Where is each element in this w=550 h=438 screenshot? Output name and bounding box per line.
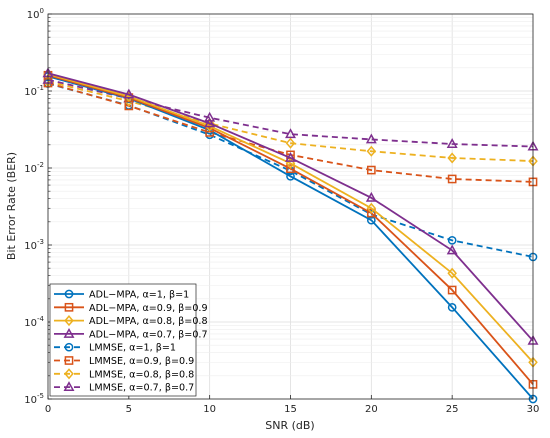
y-tick-base: 10 (24, 241, 37, 252)
y-tick-label: 100 (27, 7, 44, 21)
series-line (47, 72, 534, 342)
legend-label: ADL−MPA, α=0.7, β=0.7 (89, 329, 208, 340)
data-point (446, 244, 458, 255)
x-tick-label: 30 (527, 404, 540, 415)
x-tick-label: 0 (45, 404, 51, 415)
y-tick-exponent: 0 (40, 7, 44, 15)
data-point (447, 267, 457, 279)
y-tick-base: 10 (24, 87, 37, 98)
data-point (286, 164, 295, 174)
legend-marker (63, 381, 75, 392)
legend-label: ADL−MPA, α=0.8, β=0.8 (89, 316, 208, 327)
legend-label: LMMSE, α=1, β=1 (89, 343, 176, 354)
legend-marker (64, 302, 74, 312)
legend-box (49, 283, 197, 397)
y-tick-base: 10 (24, 395, 37, 406)
x-axis-label: SNR (dB) (265, 419, 314, 432)
legend-entry: ADL−MPA, α=0.7, β=0.7 (54, 327, 208, 340)
legend-marker (64, 315, 74, 327)
legend-marker (64, 356, 74, 365)
y-tick-base: 10 (24, 318, 37, 329)
data-point (447, 302, 457, 312)
legend-label: LMMSE, α=0.7, β=0.7 (89, 383, 194, 394)
data-point (285, 137, 296, 149)
data-point (204, 117, 216, 128)
x-tick-label: 15 (284, 404, 297, 415)
legend-label: LMMSE, α=0.8, β=0.8 (89, 369, 194, 380)
data-point (365, 191, 377, 202)
data-point (123, 88, 135, 99)
y-tick-exponent: -3 (37, 238, 44, 246)
data-point (446, 138, 458, 148)
data-point (285, 152, 296, 162)
y-tick-label: 10-5 (24, 392, 44, 406)
series-group (42, 67, 539, 404)
x-tick-label: 10 (203, 404, 216, 415)
x-tick-label: 20 (365, 404, 378, 415)
data-point (285, 128, 296, 139)
data-point (447, 235, 457, 245)
legend-marker (63, 327, 75, 338)
x-tick-label: 5 (126, 404, 132, 415)
legend-entry: ADL−MPA, α=0.8, β=0.8 (54, 315, 208, 327)
data-point (366, 145, 377, 157)
data-point (366, 202, 377, 214)
x-tick-label: 25 (446, 404, 459, 415)
legend-entry: LMMSE, α=0.9, β=0.9 (54, 356, 194, 367)
data-point (366, 165, 376, 175)
y-tick-exponent: -5 (37, 392, 44, 400)
legend-marker (64, 368, 74, 380)
y-tick-label: 10-3 (24, 238, 44, 252)
legend-label: ADL−MPA, α=1, β=1 (89, 290, 189, 301)
legend-entry: LMMSE, α=0.7, β=0.7 (54, 381, 194, 394)
legend-marker (64, 289, 74, 299)
y-tick-exponent: -2 (37, 161, 44, 169)
data-point (447, 285, 457, 295)
legend-marker (64, 342, 74, 352)
legend-entry: ADL−MPA, α=0.9, β=0.9 (54, 303, 208, 314)
y-axis-label: Bit Error Rate (BER) (5, 152, 18, 260)
legend: ADL−MPA, α=1, β=1 ADL−MPA, α=0.9, β=0.9 AD… (49, 283, 208, 397)
data-point (365, 133, 377, 144)
legend-entry: ADL−MPA, α=1, β=1 (54, 290, 189, 301)
y-tick-base: 10 (27, 10, 40, 21)
legend-label: ADL−MPA, α=0.9, β=0.9 (89, 303, 208, 314)
y-tick-exponent: -4 (37, 315, 45, 323)
data-point (366, 208, 376, 218)
legend-entry: LMMSE, α=1, β=1 (54, 343, 176, 354)
y-tick-label: 10-1 (24, 84, 44, 98)
y-tick-label: 10-2 (24, 161, 44, 175)
series-adl-mpa-0.7-0.7 (42, 67, 539, 345)
series-line (47, 73, 534, 363)
data-point (447, 174, 457, 184)
legend-entry: LMMSE, α=0.8, β=0.8 (54, 368, 194, 380)
y-tick-label: 10-4 (24, 315, 44, 329)
y-tick-base: 10 (24, 164, 37, 175)
data-point (447, 152, 457, 164)
y-tick-exponent: -1 (37, 84, 44, 92)
legend-label: LMMSE, α=0.9, β=0.9 (89, 356, 194, 367)
